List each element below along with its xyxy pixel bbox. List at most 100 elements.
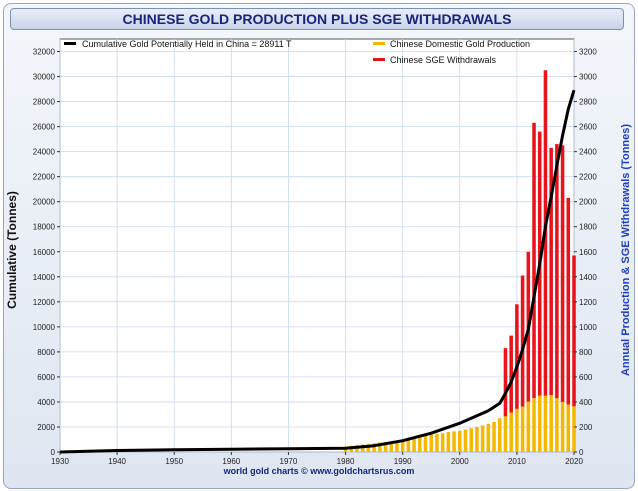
production-bar xyxy=(423,434,428,452)
right-tick-label: 3000 xyxy=(579,73,597,82)
left-tick-label: 12000 xyxy=(33,298,56,307)
x-tick-label: 1980 xyxy=(337,457,355,466)
production-bar xyxy=(537,395,542,452)
legend-swatch-production xyxy=(373,42,385,45)
production-bar xyxy=(406,438,411,452)
left-tick-label: 22000 xyxy=(33,173,56,182)
production-bar xyxy=(492,421,496,452)
sge-withdrawal-bar xyxy=(566,197,571,405)
production-bar xyxy=(458,430,462,452)
production-bar xyxy=(503,416,508,452)
right-tick-label: 2200 xyxy=(579,173,597,182)
right-tick-label: 600 xyxy=(579,373,593,382)
cumulative-line-group xyxy=(59,89,576,454)
right-axis-ticks: 0 200 400 600 800 1000 1200 1400 1600 1800 2000 220… xyxy=(574,48,597,457)
left-tick-label: 6000 xyxy=(37,373,55,382)
left-tick-label: 14000 xyxy=(33,273,56,282)
left-axis-label: Cumulative (Tonnes) xyxy=(5,191,19,309)
legend-label-production: Chinese Domestic Gold Production xyxy=(390,39,530,49)
x-tick-label: 1970 xyxy=(280,457,298,466)
production-bar xyxy=(480,425,485,452)
legend: Cumulative Gold Potentially Held in Chin… xyxy=(64,39,530,65)
left-tick-label: 8000 xyxy=(37,348,55,357)
production-bar xyxy=(486,423,491,452)
sge-withdrawal-bar xyxy=(560,145,565,402)
grid-lines xyxy=(59,39,575,453)
right-tick-label: 2800 xyxy=(579,98,597,107)
left-tick-label: 28000 xyxy=(33,98,56,107)
right-tick-label: 200 xyxy=(579,423,593,432)
x-tick-label: 1940 xyxy=(108,457,126,466)
sge-withdrawal-bar xyxy=(503,348,508,417)
production-bar xyxy=(435,433,439,452)
left-tick-label: 4000 xyxy=(37,398,55,407)
production-bar xyxy=(515,408,519,452)
sge-withdrawal-bar xyxy=(515,304,519,409)
legend-label-cumulative: Cumulative Gold Potentially Held in Chin… xyxy=(82,39,292,49)
x-tick-label: 1950 xyxy=(165,457,183,466)
production-bar xyxy=(389,441,394,452)
right-tick-label: 2400 xyxy=(579,148,597,157)
x-tick-label: 2010 xyxy=(508,457,526,466)
right-tick-label: 1000 xyxy=(579,323,597,332)
left-tick-label: 24000 xyxy=(33,148,56,157)
production-bar xyxy=(497,418,502,452)
x-tick-label: 1960 xyxy=(222,457,240,466)
plot-area xyxy=(59,38,575,453)
production-bar xyxy=(366,443,371,452)
production-bar xyxy=(440,433,445,452)
production-bar xyxy=(446,431,451,452)
production-bar xyxy=(526,401,531,452)
right-tick-label: 1600 xyxy=(579,248,597,257)
production-bar xyxy=(509,412,513,452)
left-tick-label: 18000 xyxy=(33,223,56,232)
sge-withdrawal-bar xyxy=(532,122,536,399)
production-bar xyxy=(418,435,422,452)
production-bar xyxy=(566,404,571,452)
production-bar xyxy=(429,434,433,452)
right-tick-label: 1200 xyxy=(579,298,597,307)
production-bar xyxy=(400,439,405,452)
x-tick-label: 2020 xyxy=(565,457,583,466)
production-bar xyxy=(372,443,376,452)
left-tick-label: 30000 xyxy=(33,73,56,82)
right-tick-label: 1800 xyxy=(579,223,597,232)
production-bar xyxy=(452,431,456,452)
left-tick-label: 0 xyxy=(51,448,56,457)
left-axis-ticks: 0 2000 4000 6000 8000 10000 12000 14000 16000 180… xyxy=(33,48,60,457)
sge-withdrawal-bar xyxy=(549,147,553,396)
sge-withdrawal-bar xyxy=(509,335,513,413)
right-tick-label: 2000 xyxy=(579,198,597,207)
right-tick-label: 400 xyxy=(579,398,593,407)
production-bar xyxy=(475,426,479,452)
production-bar xyxy=(395,440,399,452)
production-bar xyxy=(520,406,525,452)
production-bar xyxy=(378,442,382,452)
production-bar xyxy=(572,406,576,452)
production-bar xyxy=(560,401,565,452)
cumulative-line xyxy=(59,89,576,454)
left-tick-label: 32000 xyxy=(33,48,56,57)
right-tick-label: 3200 xyxy=(579,48,597,57)
left-tick-label: 16000 xyxy=(33,248,56,257)
left-tick-label: 26000 xyxy=(33,123,56,132)
production-bar xyxy=(555,398,559,452)
production-bar xyxy=(532,398,536,452)
x-tick-label: 1930 xyxy=(51,457,69,466)
legend-swatch-sge xyxy=(373,58,385,61)
x-tick-label: 1990 xyxy=(394,457,412,466)
sge-withdrawal-bar xyxy=(520,275,525,407)
sge-withdrawal-bar xyxy=(572,255,576,407)
production-bar xyxy=(412,436,416,452)
production-bar xyxy=(463,429,468,452)
footer-credit: world gold charts © www.goldchartsrus.co… xyxy=(223,466,415,476)
production-bar xyxy=(543,395,548,452)
production-bar xyxy=(469,428,473,452)
right-tick-label: 1400 xyxy=(579,273,597,282)
production-bar xyxy=(549,395,553,452)
right-tick-label: 800 xyxy=(579,348,593,357)
x-axis-ticks: 1930 1940 1950 1960 1970 1980 1990 2000 2010 2020 xyxy=(51,452,583,466)
x-tick-label: 2000 xyxy=(451,457,469,466)
right-tick-label: 0 xyxy=(579,448,584,457)
